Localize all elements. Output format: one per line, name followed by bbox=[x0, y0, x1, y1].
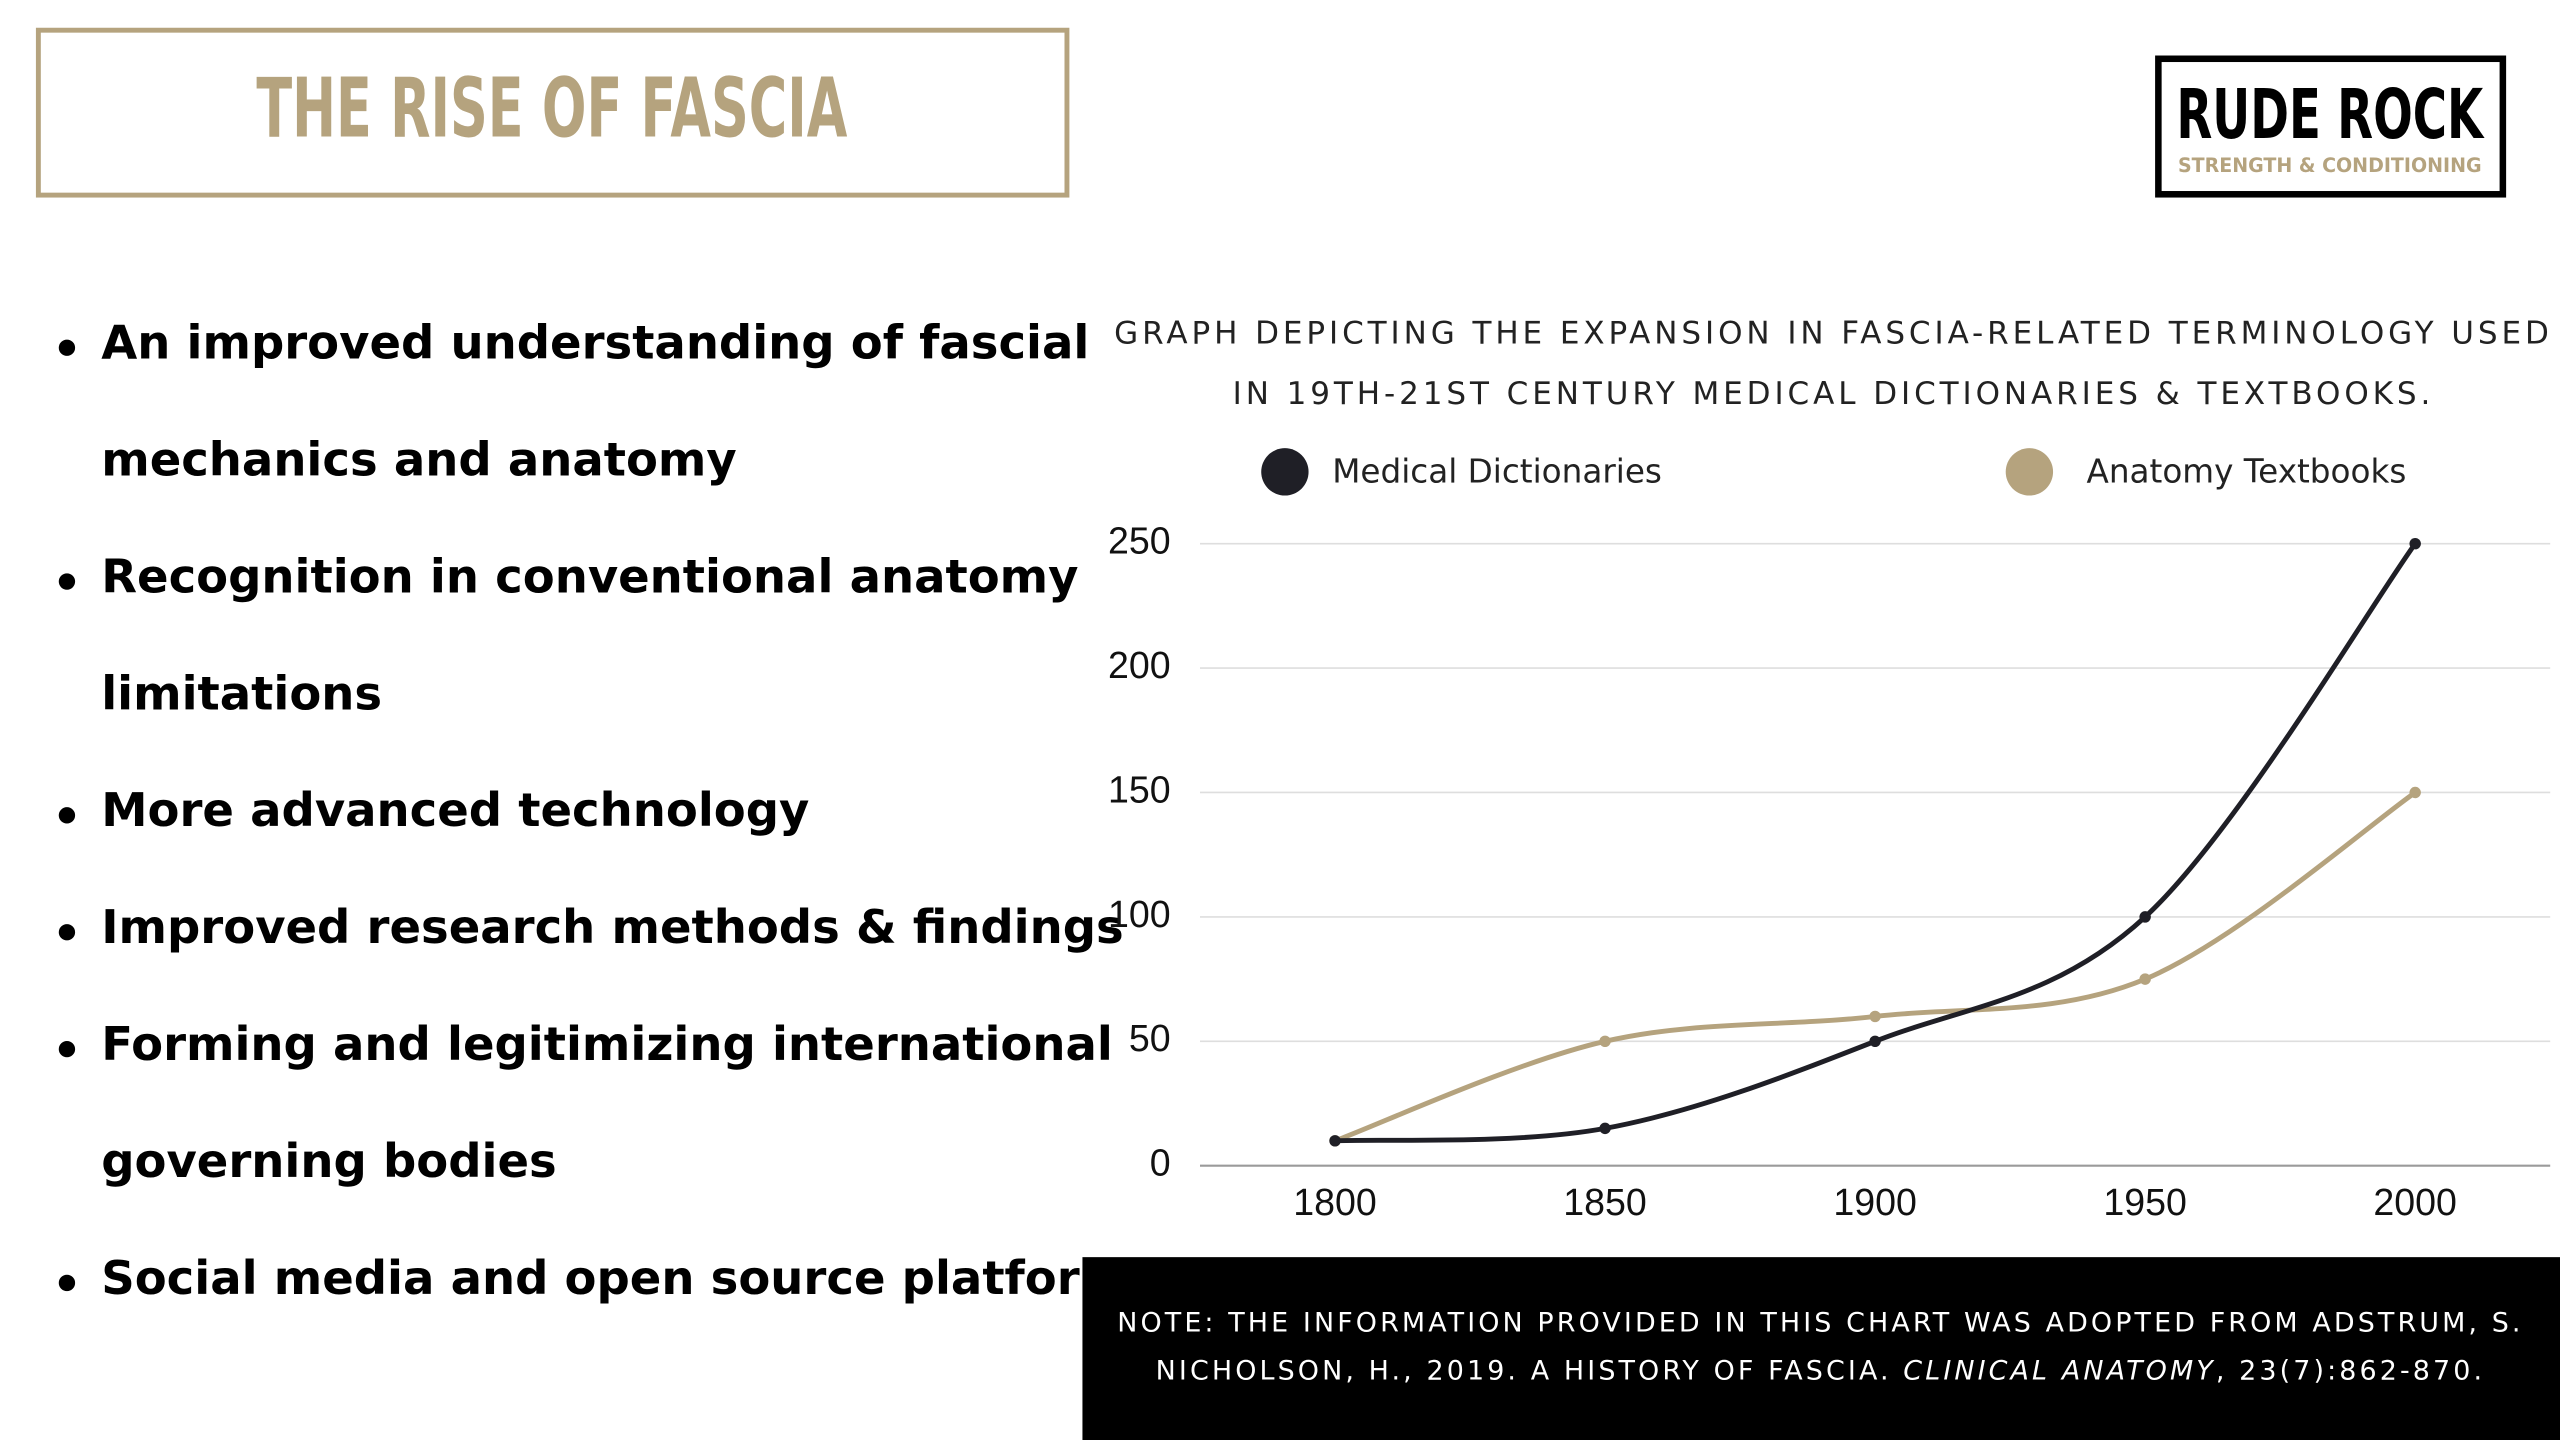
chart: GRAPH DEPICTING THE EXPANSION IN FASCIA-… bbox=[1108, 316, 2553, 1223]
bullet-text: Social media and open source platforms bbox=[101, 1251, 1156, 1305]
bullet-text: An improved understanding of fascial bbox=[101, 316, 1089, 370]
data-point bbox=[2409, 537, 2421, 550]
bullet-text: Recognition in conventional anatomy bbox=[101, 549, 1078, 603]
data-point bbox=[1869, 1035, 1881, 1048]
data-point bbox=[1869, 1010, 1881, 1023]
legend-label: Medical Dictionaries bbox=[1332, 452, 1662, 490]
bullet-dot bbox=[58, 1040, 76, 1058]
x-tick-label: 1850 bbox=[1563, 1181, 1647, 1223]
bullet-dot bbox=[58, 807, 76, 824]
bullet-list: An improved understanding of fascial mech… bbox=[58, 316, 1156, 1305]
chart-title: IN 19TH-21ST CENTURY MEDICAL DICTIONARIE… bbox=[1233, 376, 2435, 412]
logo-frame bbox=[2155, 55, 2507, 198]
line-series bbox=[1334, 790, 2417, 1144]
data-point bbox=[1599, 1122, 1611, 1135]
legend-marker bbox=[2005, 448, 2054, 496]
bullet-text: limitations bbox=[101, 666, 382, 720]
data-point bbox=[2139, 973, 2151, 985]
y-tick-label: 0 bbox=[1150, 1142, 1171, 1184]
bullet-text: Forming and legitimizing international bbox=[101, 1017, 1113, 1071]
data-point bbox=[1329, 1135, 1341, 1147]
bullet-dot bbox=[58, 1274, 76, 1292]
bullet-dot bbox=[58, 924, 76, 941]
line-series bbox=[1334, 542, 2418, 1144]
data-point bbox=[1599, 1035, 1611, 1048]
y-tick-label: 50 bbox=[1129, 1017, 1171, 1059]
page-title: THE RISE OF FASCIA bbox=[256, 62, 847, 157]
y-tick-label: 200 bbox=[1108, 644, 1171, 686]
y-tick-label: 100 bbox=[1108, 893, 1171, 935]
note-journal: CLINICAL ANATOMY bbox=[1903, 1355, 2216, 1386]
x-tick-label: 2000 bbox=[2373, 1181, 2457, 1223]
x-tick-label: 1900 bbox=[1833, 1181, 1917, 1223]
note-text: , 23(7):862-870. bbox=[2216, 1355, 2485, 1386]
bullet-text: mechanics and anatomy bbox=[101, 433, 736, 487]
title-frame bbox=[35, 27, 1070, 198]
x-tick-label: 1950 bbox=[2103, 1181, 2187, 1223]
data-point bbox=[2409, 786, 2421, 799]
note-text: NICHOLSON, H., 2019. A HISTORY OF FASCIA… bbox=[1156, 1355, 1904, 1386]
bullet-text: Improved research methods & findings bbox=[101, 900, 1123, 954]
bullet-dot bbox=[58, 339, 76, 356]
logo-name: RUDE ROCK bbox=[2176, 75, 2485, 155]
note-line: NICHOLSON, H., 2019. A HISTORY OF FASCIA… bbox=[1156, 1355, 2485, 1386]
logo-tagline: STRENGTH & CONDITIONING bbox=[2178, 154, 2482, 177]
data-point bbox=[2139, 911, 2151, 923]
legend-marker bbox=[1261, 448, 1309, 496]
bullet-dot bbox=[58, 573, 76, 590]
bullet-text: governing bodies bbox=[101, 1134, 556, 1188]
y-tick-label: 150 bbox=[1108, 768, 1171, 810]
x-tick-label: 1800 bbox=[1293, 1181, 1377, 1223]
y-tick-label: 250 bbox=[1108, 520, 1171, 562]
note-box bbox=[1082, 1257, 2560, 1440]
bullet-text: More advanced technology bbox=[101, 783, 809, 837]
note-line: NOTE: THE INFORMATION PROVIDED IN THIS C… bbox=[1117, 1308, 2523, 1339]
chart-title: GRAPH DEPICTING THE EXPANSION IN FASCIA-… bbox=[1114, 316, 2553, 352]
legend-label: Anatomy Textbooks bbox=[2087, 452, 2407, 490]
